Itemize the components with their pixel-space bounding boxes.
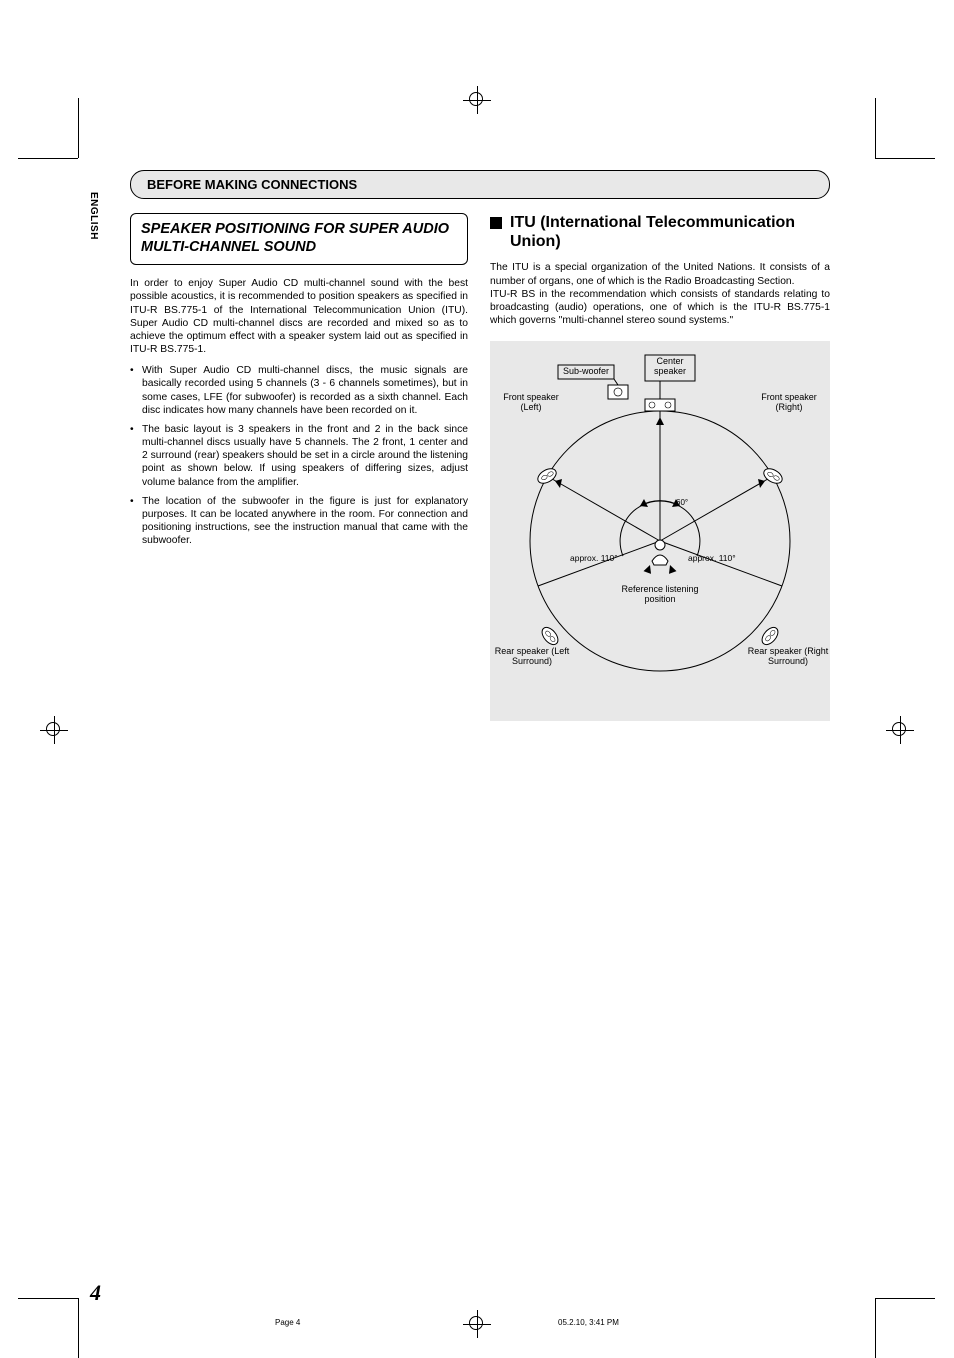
label-angle-60: 60° <box>676 499 688 508</box>
label-angle-110-right: approx. 110° <box>688 554 736 563</box>
itu-title: ITU (International Telecommunication Uni… <box>510 213 830 251</box>
square-bullet-icon <box>490 217 502 229</box>
crop-mark <box>875 1298 876 1358</box>
right-column: ITU (International Telecommunication Uni… <box>490 213 830 721</box>
crop-mark <box>875 158 935 159</box>
page-content: BEFORE MAKING CONNECTIONS SPEAKER POSITI… <box>130 170 830 721</box>
label-reference-position: Reference listening position <box>606 585 714 605</box>
crop-mark <box>78 98 79 158</box>
bullet-list: With Super Audio CD multi-channel discs,… <box>130 364 468 547</box>
page-number: 4 <box>90 1280 101 1306</box>
crop-mark <box>78 1298 79 1358</box>
label-rear-right: Rear speaker (Right Surround) <box>746 647 830 667</box>
crop-mark <box>875 1298 935 1299</box>
bullet-item: The basic layout is 3 speakers in the fr… <box>130 423 468 489</box>
label-subwoofer: Sub-woofer <box>560 367 612 377</box>
bullet-item: With Super Audio CD multi-channel discs,… <box>130 364 468 417</box>
itu-body: The ITU is a special organization of the… <box>490 261 830 327</box>
intro-paragraph: In order to enjoy Super Audio CD multi-c… <box>130 277 468 356</box>
registration-mark <box>463 1310 491 1338</box>
section-header: BEFORE MAKING CONNECTIONS <box>130 170 830 199</box>
label-front-left: Front speaker (Left) <box>492 393 570 413</box>
footer-timestamp: 05.2.10, 3:41 PM <box>558 1318 619 1327</box>
crop-mark <box>875 98 876 158</box>
itu-heading: ITU (International Telecommunication Uni… <box>490 213 830 251</box>
registration-mark <box>886 716 914 744</box>
registration-mark <box>40 716 68 744</box>
crop-mark <box>18 158 78 159</box>
bullet-item: The location of the subwoofer in the fig… <box>130 495 468 548</box>
left-column: SPEAKER POSITIONING FOR SUPER AUDIO MULT… <box>130 213 468 721</box>
language-tab: ENGLISH <box>88 192 99 240</box>
footer-page: Page 4 <box>275 1318 300 1327</box>
registration-mark <box>463 86 491 114</box>
label-center-speaker: Center speaker <box>646 357 694 377</box>
speaker-layout-diagram: Sub-woofer Center speaker Front speaker … <box>490 341 830 721</box>
label-front-right: Front speaker (Right) <box>748 393 830 413</box>
speaker-positioning-title: SPEAKER POSITIONING FOR SUPER AUDIO MULT… <box>130 213 468 265</box>
crop-mark <box>18 1298 78 1299</box>
label-angle-110-left: approx. 110° <box>570 554 618 563</box>
label-rear-left: Rear speaker (Left Surround) <box>492 647 572 667</box>
